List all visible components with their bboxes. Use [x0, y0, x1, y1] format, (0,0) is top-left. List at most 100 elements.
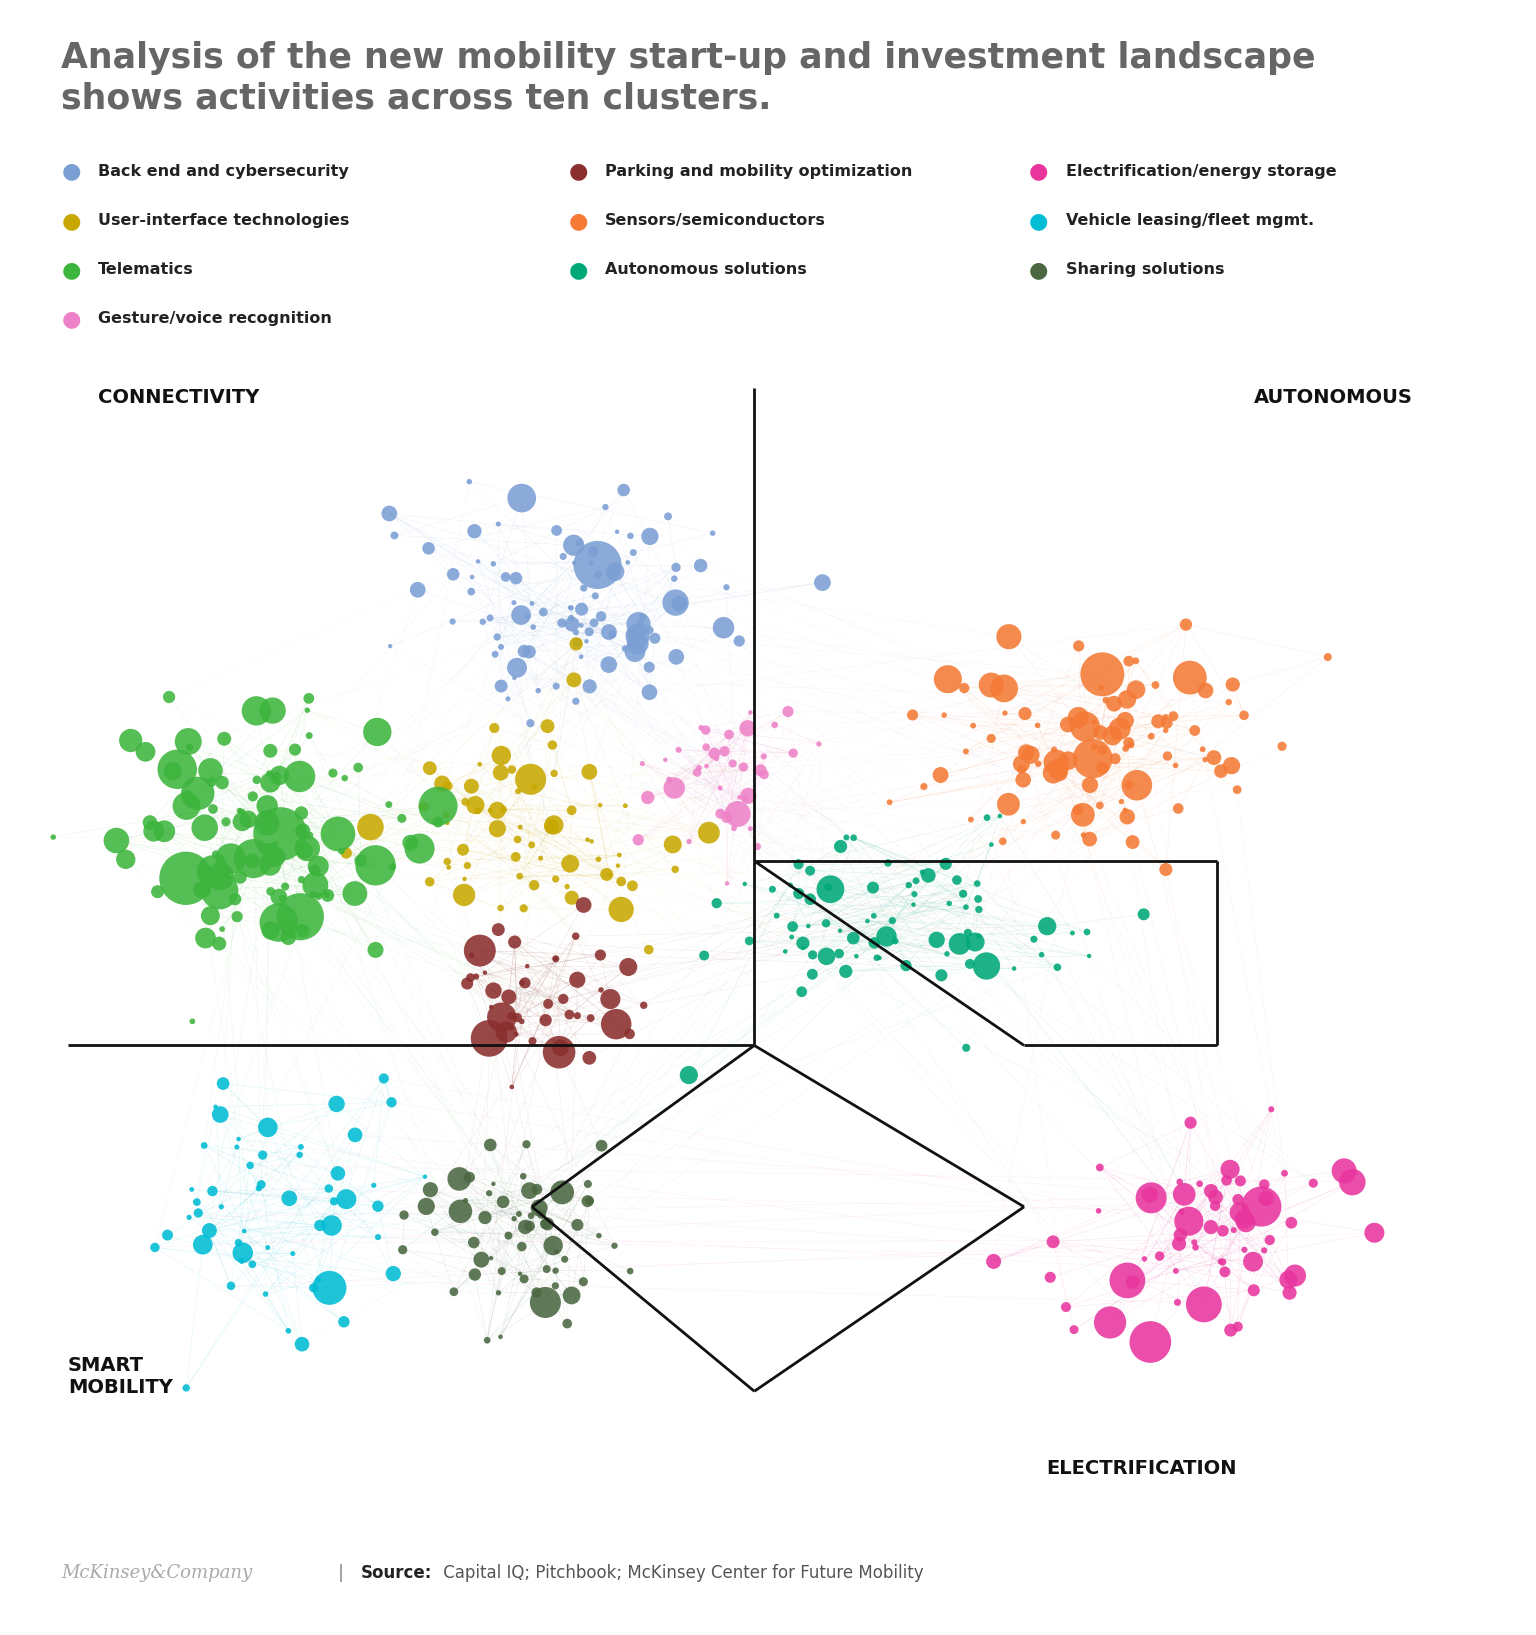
Point [576, 827, 601, 853]
Point [1169, 1198, 1193, 1225]
Point [1091, 737, 1115, 764]
Point [366, 1225, 390, 1251]
Point [739, 700, 763, 726]
Point [441, 1279, 465, 1305]
Point [621, 873, 645, 899]
Point [473, 1205, 498, 1231]
Point [978, 672, 1003, 698]
Point [475, 1328, 499, 1354]
Point [455, 971, 479, 997]
Point [436, 853, 461, 880]
Point [240, 1251, 264, 1277]
Point [289, 1133, 313, 1159]
Point [298, 822, 323, 849]
Point [865, 945, 889, 971]
Point [762, 711, 786, 737]
Point [1061, 1316, 1086, 1342]
Point [198, 757, 223, 783]
Point [1087, 1154, 1112, 1180]
Point [232, 1218, 257, 1244]
Point [1172, 1180, 1197, 1207]
Point [481, 978, 505, 1004]
Point [722, 816, 746, 842]
Point [797, 886, 822, 912]
Text: AUTONOMOUS: AUTONOMOUS [1253, 389, 1413, 407]
Point [253, 1280, 278, 1306]
Point [488, 760, 513, 786]
Point [932, 701, 957, 728]
Point [731, 754, 756, 780]
Point [174, 793, 198, 819]
Point [518, 710, 542, 736]
Point [1167, 1231, 1192, 1257]
Point [992, 675, 1017, 701]
Point [559, 885, 584, 911]
Text: CONNECTIVITY: CONNECTIVITY [98, 389, 260, 407]
Point [528, 845, 553, 871]
Point [708, 775, 733, 801]
Point [492, 796, 516, 822]
Point [588, 942, 613, 968]
Point [911, 773, 935, 800]
Point [296, 723, 321, 749]
Point [465, 798, 490, 824]
Point [578, 618, 602, 644]
Point [504, 566, 528, 592]
Point [267, 885, 292, 911]
Point [903, 868, 928, 894]
Point [1132, 1246, 1157, 1272]
Point [1193, 747, 1218, 773]
Point [627, 611, 651, 638]
Point [842, 925, 866, 952]
Point [513, 1213, 538, 1239]
Point [458, 965, 482, 991]
Point [412, 793, 436, 819]
Point [736, 783, 760, 809]
Point [210, 770, 235, 796]
Point [1221, 1216, 1246, 1243]
Text: ●: ● [61, 260, 81, 280]
Point [1021, 925, 1046, 952]
Point [1041, 737, 1066, 764]
Point [207, 1102, 232, 1128]
Point [1209, 1249, 1233, 1275]
Point [1044, 749, 1069, 775]
Point [617, 1020, 642, 1046]
Point [482, 714, 507, 741]
Point [608, 896, 633, 922]
Point [485, 798, 510, 824]
Point [1066, 633, 1091, 659]
Point [258, 852, 283, 878]
Point [779, 871, 803, 898]
Point [343, 1122, 367, 1148]
Point [579, 549, 604, 576]
Point [1258, 1226, 1283, 1252]
Point [212, 726, 237, 752]
Point [1203, 1192, 1227, 1218]
Point [558, 595, 582, 621]
Point [535, 1256, 559, 1282]
Point [558, 1002, 582, 1028]
Point [1220, 752, 1244, 778]
Point [1232, 1236, 1256, 1262]
Point [727, 628, 751, 654]
Point [1120, 829, 1144, 855]
Point [227, 798, 252, 824]
Point [441, 561, 465, 587]
Point [585, 562, 610, 589]
Point [1081, 734, 1106, 760]
Point [1283, 1262, 1307, 1288]
Point [295, 835, 319, 862]
Point [441, 608, 465, 634]
Point [550, 610, 574, 636]
Point [1049, 760, 1074, 786]
Point [1094, 687, 1118, 713]
Text: ●: ● [61, 211, 81, 231]
Point [459, 942, 484, 968]
Point [928, 762, 952, 788]
Point [1154, 857, 1178, 883]
Point [177, 1205, 201, 1231]
Point [190, 1231, 215, 1257]
Point [515, 953, 539, 979]
Point [622, 639, 647, 665]
